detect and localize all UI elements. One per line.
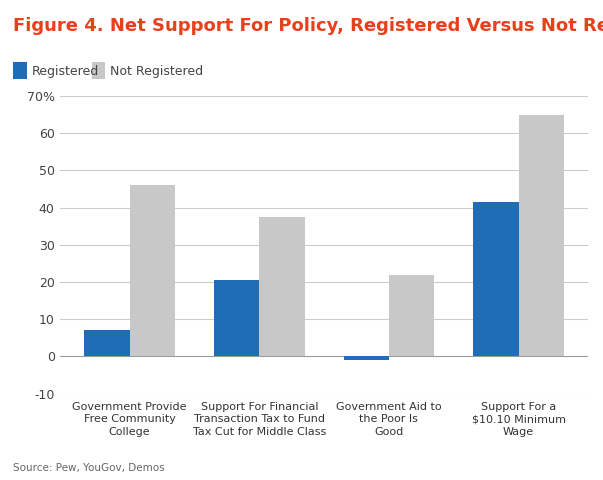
Text: Figure 4. Net Support For Policy, Registered Versus Not Registered: Figure 4. Net Support For Policy, Regist… (13, 17, 603, 35)
Text: Not Registered: Not Registered (110, 65, 203, 79)
Text: Source: Pew, YouGov, Demos: Source: Pew, YouGov, Demos (13, 463, 165, 473)
Bar (389, 275, 434, 356)
Bar (259, 217, 305, 356)
Text: Registered: Registered (31, 65, 99, 79)
Bar (473, 202, 519, 356)
Bar (214, 280, 259, 356)
Bar (519, 115, 564, 356)
Bar (130, 185, 175, 356)
Bar (84, 330, 130, 356)
Bar (344, 356, 389, 360)
